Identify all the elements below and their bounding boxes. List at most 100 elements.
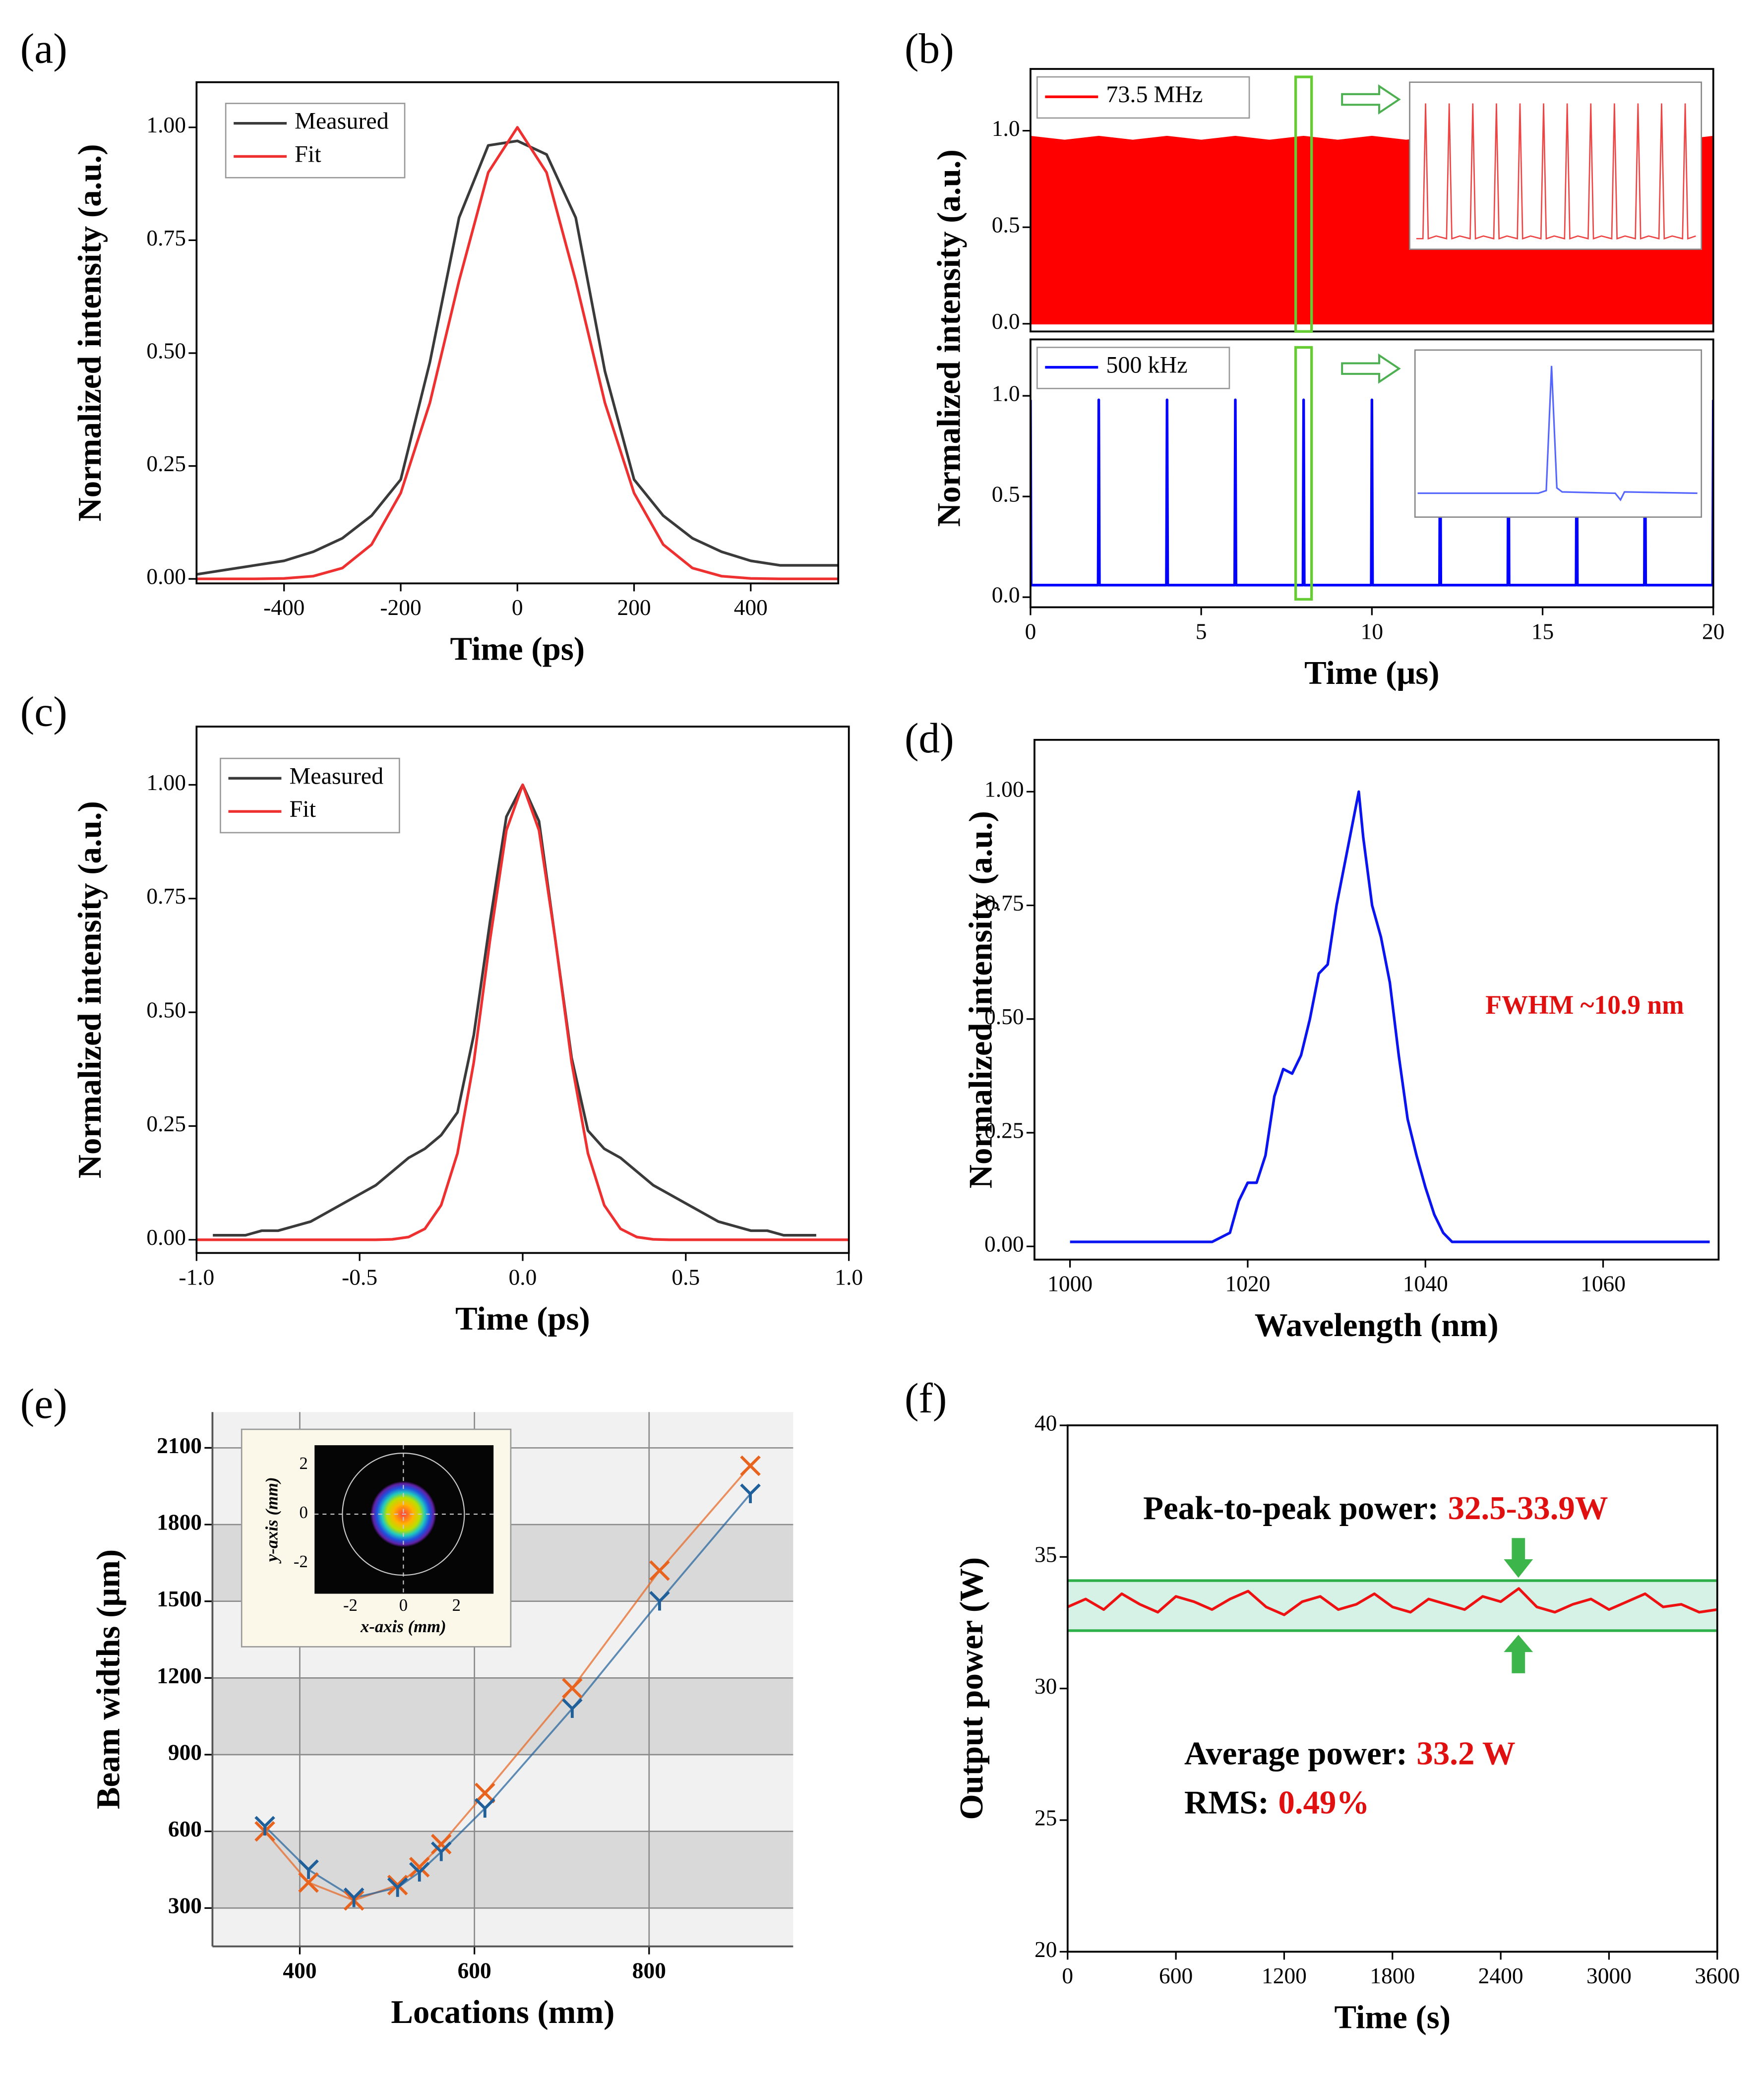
plot-frame <box>1066 1424 1718 1953</box>
panel-label: (b) <box>905 25 954 72</box>
x-axis-label: Time (μs) <box>1304 655 1439 691</box>
inset-x-tick-label: 2 <box>452 1595 461 1615</box>
marker <box>649 1590 670 1611</box>
x-tick-label: 600 <box>458 1958 491 1983</box>
y-tick-label: 35 <box>1034 1542 1057 1567</box>
y-tick-label: 0.50 <box>984 1004 1024 1029</box>
x-tick-label: 1000 <box>1047 1272 1093 1296</box>
y-axis-label: Output power (W) <box>953 1557 990 1820</box>
y-tick-label: 0.75 <box>146 226 186 250</box>
y-tick-label: 20 <box>1034 1937 1057 1962</box>
y-tick-label: 2100 <box>157 1433 202 1458</box>
x-tick-label: 1060 <box>1581 1272 1626 1296</box>
marker-stroke <box>484 1798 495 1810</box>
series-line <box>196 783 849 1241</box>
annotation: FWHM ~10.9 nm <box>1485 990 1684 1020</box>
marker <box>740 1483 761 1503</box>
y-tick-label: 40 <box>1034 1410 1057 1435</box>
marker <box>474 1782 495 1804</box>
x-tick-label: -400 <box>263 595 304 620</box>
annotation-part: 32.5-33.9W <box>1448 1490 1608 1527</box>
panel-label: (c) <box>20 688 67 735</box>
marker <box>409 1857 430 1878</box>
marker-stroke <box>649 1560 670 1581</box>
marker-stroke <box>440 1841 452 1853</box>
y-tick-label: 0.25 <box>146 1111 186 1136</box>
y-axis-label: Normalized intensity (a.u.) <box>71 144 108 522</box>
x-tick-label: 400 <box>734 595 768 620</box>
arrow <box>1504 1538 1533 1578</box>
y-tick-label: 0.25 <box>984 1118 1024 1143</box>
x-tick-label: 0.5 <box>671 1265 700 1289</box>
x-tick-label: 10 <box>1361 619 1383 644</box>
plot-area <box>1067 1579 1717 1632</box>
inset-trace <box>1417 366 1698 501</box>
x-tick-label: 3000 <box>1586 1963 1632 1988</box>
marker-stroke <box>409 1857 430 1878</box>
marker-stroke <box>254 1816 266 1828</box>
inset-x-tick-label: -2 <box>343 1595 358 1615</box>
x-tick-label: -200 <box>380 595 421 620</box>
plot-frame <box>1030 338 1714 609</box>
x-axis-label: Time (s) <box>1335 1999 1451 2036</box>
inset-y-label: y-axis (mm) <box>262 1477 281 1564</box>
marker-stroke <box>387 1875 408 1896</box>
marker-stroke <box>474 1798 486 1810</box>
x-axis-label: Time (ps) <box>450 631 585 668</box>
y-axis-label: Normalized intensity (a.u.) <box>963 811 999 1188</box>
plot-area <box>1030 398 1713 587</box>
annotation-part: 0.49% <box>1278 1784 1370 1821</box>
highlight-box <box>1294 346 1313 601</box>
marker <box>474 1798 495 1818</box>
marker <box>343 1887 365 1907</box>
marker <box>740 1455 761 1476</box>
marker <box>430 1841 452 1861</box>
y-tick-label: 0.50 <box>146 338 186 363</box>
x-tick-label: 400 <box>283 1958 316 1983</box>
y-tick-label: 0.00 <box>146 564 186 589</box>
grid-band <box>212 1678 793 1755</box>
y-tick-label: 1800 <box>157 1510 202 1534</box>
marker-stroke <box>307 1859 319 1871</box>
annotation: Peak-to-peak power: 32.5-33.9W <box>1143 1490 1608 1527</box>
marker-stroke <box>298 1859 310 1871</box>
inset-x-tick-label: 0 <box>399 1595 408 1615</box>
marker-stroke <box>562 1698 573 1710</box>
y-tick-label: 0.00 <box>146 1225 186 1250</box>
x-tick-label: 3600 <box>1695 1963 1740 1988</box>
x-tick-label: 200 <box>617 595 651 620</box>
y-tick-label: 600 <box>168 1817 202 1841</box>
series-line <box>213 783 816 1237</box>
plot-area <box>196 126 839 580</box>
x-tick-label: 2400 <box>1478 1963 1523 1988</box>
y-tick-label: 0.00 <box>984 1232 1024 1257</box>
marker <box>430 1834 452 1855</box>
annotation: Average power: 33.2 W <box>1184 1735 1516 1772</box>
marker-stroke <box>430 1834 452 1855</box>
y-tick-label: 0.5 <box>992 213 1020 238</box>
y-tick-label: 900 <box>168 1740 202 1765</box>
marker <box>387 1875 408 1896</box>
x-tick-label: 1020 <box>1225 1272 1270 1296</box>
marker-stroke <box>343 1887 355 1899</box>
series-line <box>1030 398 1713 587</box>
legend-box <box>225 103 406 179</box>
y-tick-label: 1.0 <box>992 116 1020 141</box>
plot-area <box>1070 790 1710 1243</box>
x-tick-label: 600 <box>1159 1963 1193 1988</box>
y-axis-label: Normalized intensity (a.u.) <box>71 801 108 1178</box>
x-tick-label: 5 <box>1196 619 1207 644</box>
plot-frame <box>195 81 840 585</box>
marker-stroke <box>409 1862 421 1874</box>
panel-label: (f) <box>905 1375 947 1422</box>
marker <box>409 1862 430 1882</box>
x-axis-label: Time (ps) <box>455 1300 590 1337</box>
y-tick-label: 300 <box>168 1894 202 1918</box>
y-tick-label: 1.00 <box>146 770 186 795</box>
y-tick-label: 0.75 <box>146 884 186 909</box>
x-tick-label: 800 <box>632 1958 666 1983</box>
inset-box <box>1409 81 1703 250</box>
y-axis-label: Normalized intensity (a.u.) <box>931 149 968 527</box>
annotation-part: 33.2 W <box>1416 1735 1515 1772</box>
